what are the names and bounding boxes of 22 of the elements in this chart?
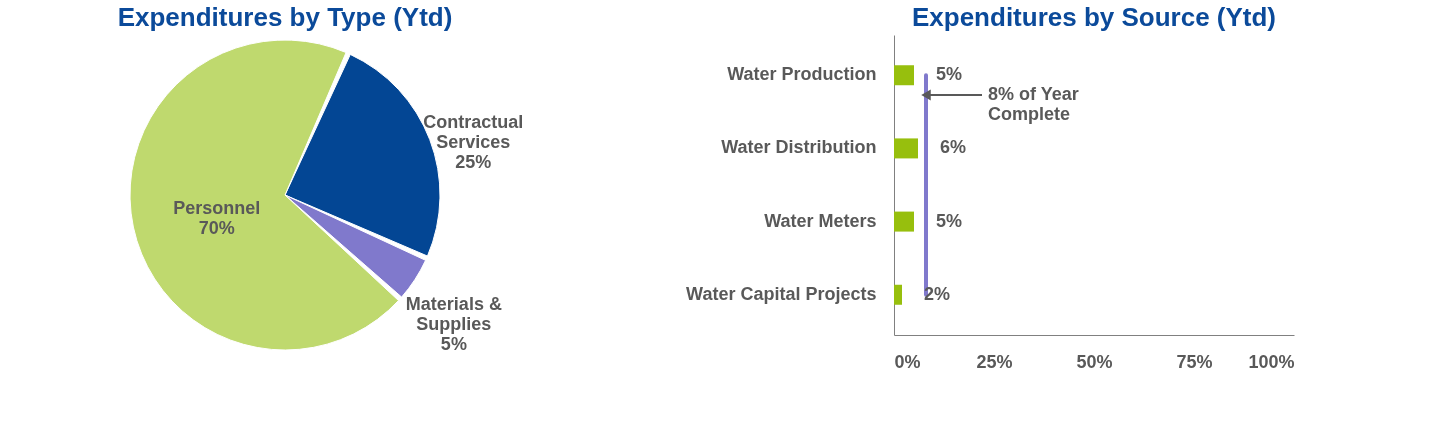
slice-label: Contractual Services: [423, 112, 524, 152]
data-label: 70%: [198, 218, 235, 239]
data-label: 5%: [936, 64, 963, 85]
y-tick-label: Water Production: [727, 64, 877, 85]
y-tick-label: Water Distribution: [721, 137, 877, 158]
y-tick-label: Water Meters: [764, 210, 877, 231]
x-tick-label: 50%: [1076, 351, 1113, 372]
data-label: 25%: [455, 152, 492, 172]
chart-title: Expenditures by Type (Ytd): [117, 2, 453, 32]
x-tick-label: 75%: [1176, 351, 1213, 372]
ref-line-label: 8% of Year Complete: [988, 84, 1079, 124]
slice-label: Materials & Supplies: [405, 293, 502, 334]
data-label: 5%: [936, 210, 963, 231]
y-tick-label: Water Capital Projects: [686, 283, 877, 304]
x-tick-label: 0%: [894, 351, 921, 372]
data-label: 6%: [940, 137, 967, 158]
data-label: 2%: [924, 283, 951, 304]
slice-label: Personnel: [173, 198, 261, 219]
x-tick-label: 100%: [1248, 351, 1295, 372]
chart-title: Expenditures by Source (Ytd): [911, 2, 1277, 32]
data-label: 5%: [440, 333, 467, 354]
x-tick-label: 25%: [976, 351, 1013, 372]
